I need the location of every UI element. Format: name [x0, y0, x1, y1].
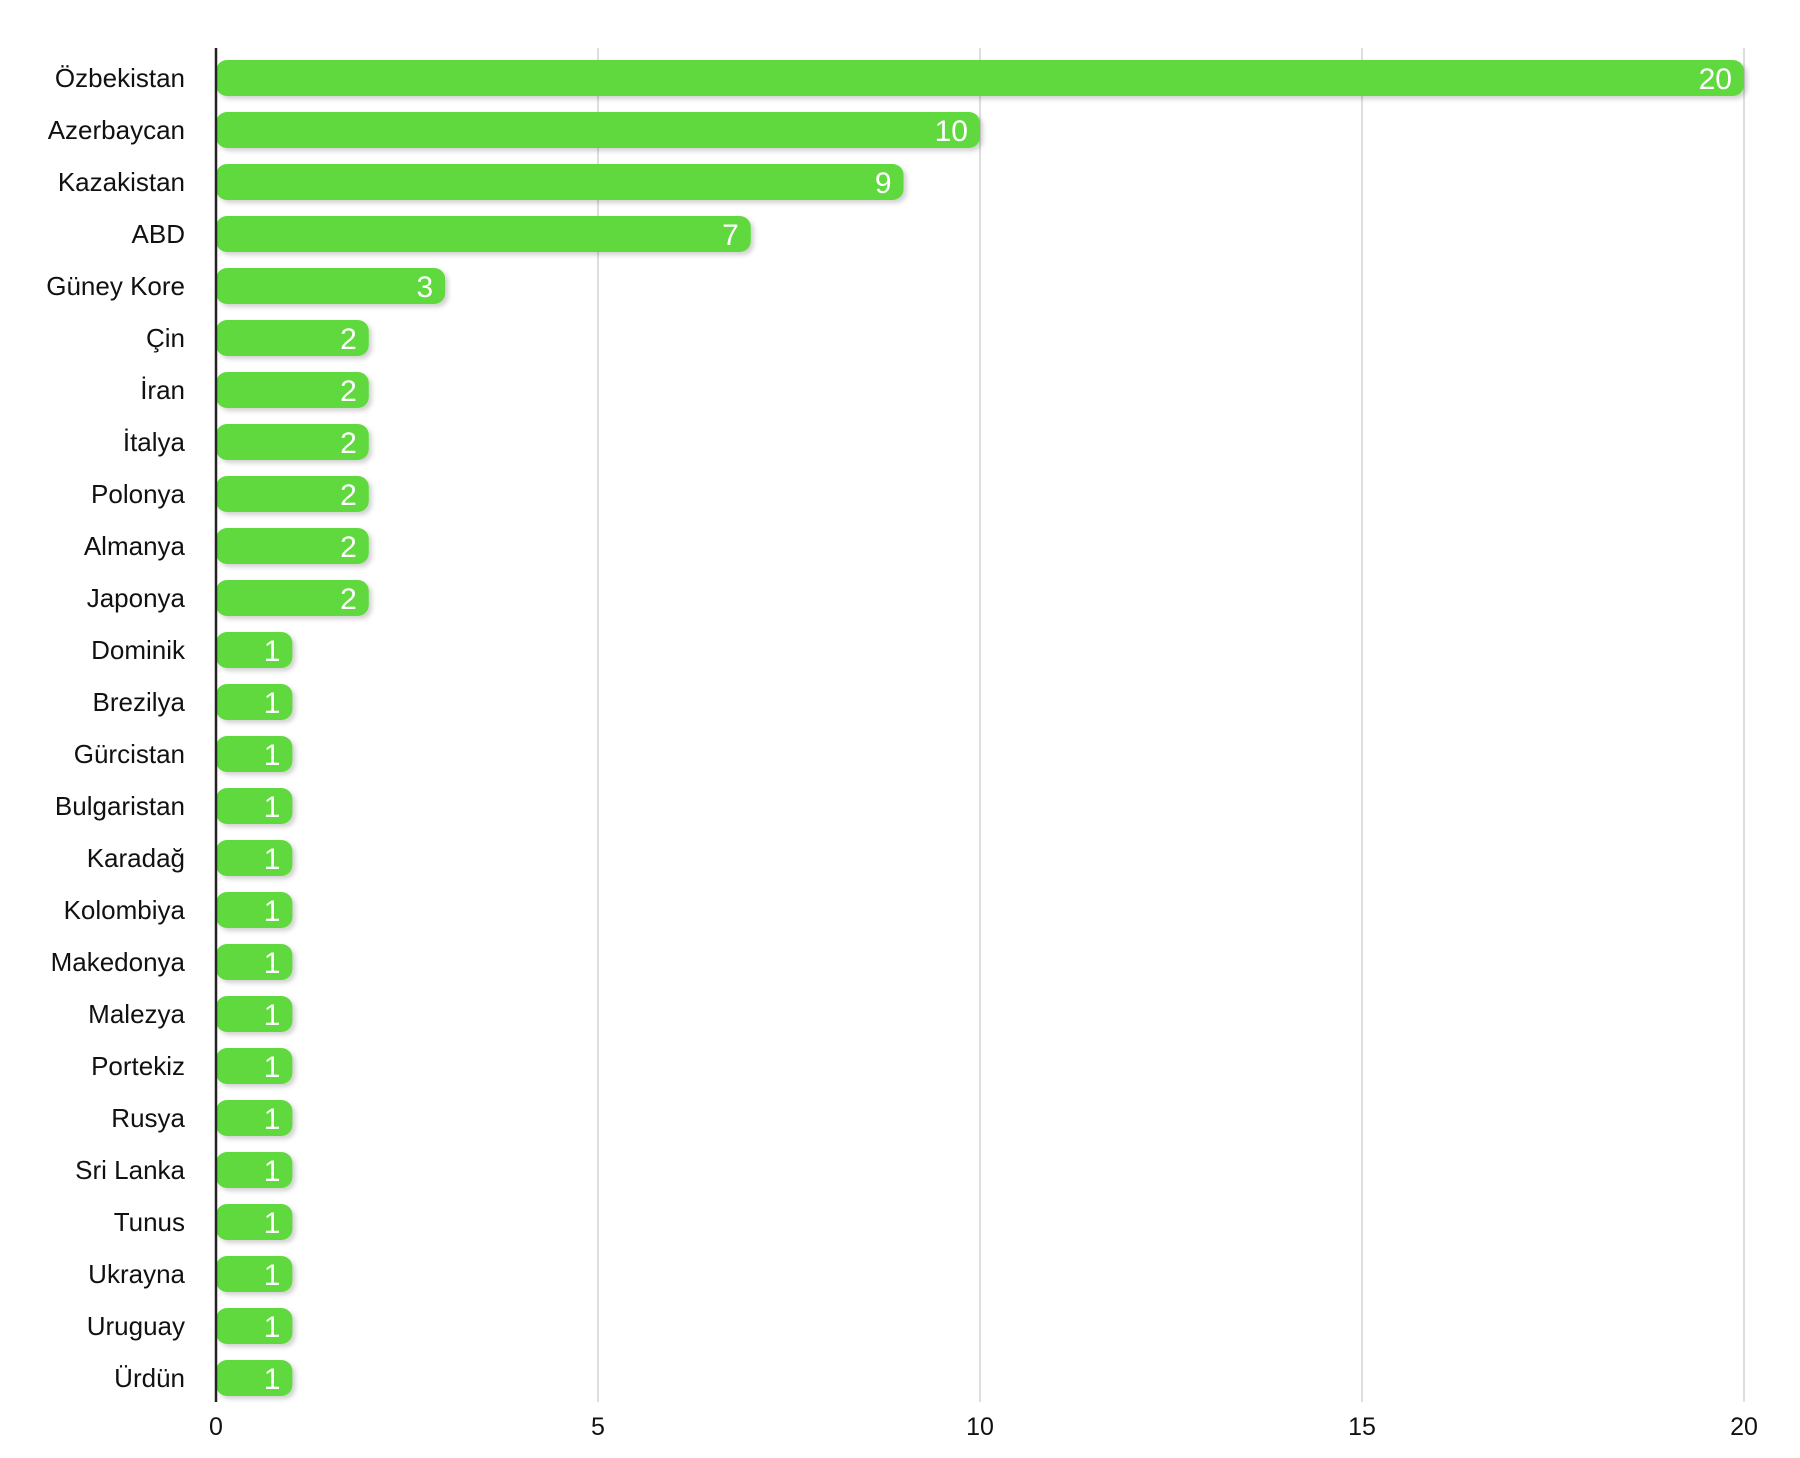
bars: 20 10 9 7 3 2 2 2 2 2 2 1 1 1 1 1 1 1 1 1 1 1 1 1 1 1 — [216, 60, 1744, 1396]
category-label: Çin — [146, 323, 185, 353]
x-tick-label: 15 — [1348, 1413, 1376, 1441]
bar — [216, 788, 293, 824]
bar — [216, 1100, 293, 1136]
bar-value-label: 1 — [264, 1311, 281, 1344]
category-label: İran — [140, 375, 185, 405]
bar-value-label: 1 — [264, 791, 281, 824]
bar — [216, 476, 369, 512]
bar-value-label: 1 — [264, 687, 281, 720]
bar — [216, 268, 446, 304]
bar-value-label: 1 — [264, 895, 281, 928]
bar — [216, 840, 293, 876]
bar-value-label: 3 — [417, 271, 434, 304]
bar — [216, 164, 904, 200]
category-axis-labels: Özbekistan Azerbaycan Kazakistan ABD Güney K… — [46, 63, 186, 1393]
x-tick-label: 20 — [1730, 1413, 1758, 1441]
category-label: Dominik — [91, 635, 186, 665]
category-label: Azerbaycan — [48, 115, 185, 145]
bar — [216, 320, 369, 356]
category-label: Ukrayna — [88, 1259, 185, 1289]
bar — [216, 1048, 293, 1084]
bar — [216, 1204, 293, 1240]
value-axis-ticks: 0 5 10 15 20 — [209, 1413, 1758, 1441]
category-label: Polonya — [91, 479, 185, 509]
category-label: Sri Lanka — [75, 1155, 185, 1185]
bar-value-label: 1 — [264, 635, 281, 668]
category-label: Güney Kore — [46, 271, 185, 301]
bar — [216, 1152, 293, 1188]
category-label: Portekiz — [91, 1051, 185, 1081]
category-label: Rusya — [111, 1103, 185, 1133]
bar-value-label: 1 — [264, 1207, 281, 1240]
gridlines — [597, 48, 1745, 1402]
category-label: Gürcistan — [74, 739, 185, 769]
bar-value-label: 1 — [264, 947, 281, 980]
category-label: Almanya — [84, 531, 186, 561]
category-label: Kolombiya — [64, 895, 186, 925]
bar — [216, 424, 369, 460]
bar-value-label: 1 — [264, 843, 281, 876]
bar-value-label: 2 — [340, 427, 357, 460]
bar — [216, 632, 293, 668]
category-label: Malezya — [88, 999, 185, 1029]
bar — [216, 580, 369, 616]
bar-value-label: 10 — [935, 115, 968, 148]
category-label: Karadağ — [87, 843, 185, 873]
bar-value-label: 9 — [875, 167, 892, 200]
bar-value-label: 2 — [340, 479, 357, 512]
bar — [216, 1256, 293, 1292]
bar-value-label: 1 — [264, 1363, 281, 1396]
bar-value-label: 1 — [264, 739, 281, 772]
bar-value-label: 1 — [264, 1051, 281, 1084]
bar — [216, 528, 369, 564]
bar — [216, 216, 751, 252]
bar — [216, 996, 293, 1032]
category-label: Bulgaristan — [55, 791, 185, 821]
x-tick-label: 10 — [966, 1413, 994, 1441]
bar — [216, 736, 293, 772]
bar — [216, 684, 293, 720]
bar-value-label: 1 — [264, 1155, 281, 1188]
category-label: Makedonya — [51, 947, 186, 977]
bar — [216, 1360, 293, 1396]
bar-value-label: 7 — [722, 219, 739, 252]
category-label: Tunus — [114, 1207, 185, 1237]
bar-value-label: 2 — [340, 583, 357, 616]
category-label: ABD — [132, 219, 185, 249]
x-tick-label: 0 — [209, 1413, 223, 1441]
category-label: Ürdün — [114, 1363, 185, 1393]
bar — [216, 372, 369, 408]
bar-value-label: 2 — [340, 323, 357, 356]
bar — [216, 112, 980, 148]
category-label: Brezilya — [93, 687, 186, 717]
bar-value-label: 1 — [264, 1103, 281, 1136]
bar — [216, 1308, 293, 1344]
category-label: Kazakistan — [58, 167, 185, 197]
bar — [216, 892, 293, 928]
category-label: Japonya — [87, 583, 186, 613]
bar-value-label: 20 — [1699, 63, 1732, 96]
category-label: İtalya — [123, 427, 186, 457]
bar-value-label: 1 — [264, 1259, 281, 1292]
x-tick-label: 5 — [591, 1413, 605, 1441]
bar-value-label: 1 — [264, 999, 281, 1032]
bar — [216, 60, 1744, 96]
bar-value-label: 2 — [340, 375, 357, 408]
bar-value-label: 2 — [340, 531, 357, 564]
category-label: Uruguay — [87, 1311, 185, 1341]
bar — [216, 944, 293, 980]
category-label: Özbekistan — [55, 63, 185, 93]
